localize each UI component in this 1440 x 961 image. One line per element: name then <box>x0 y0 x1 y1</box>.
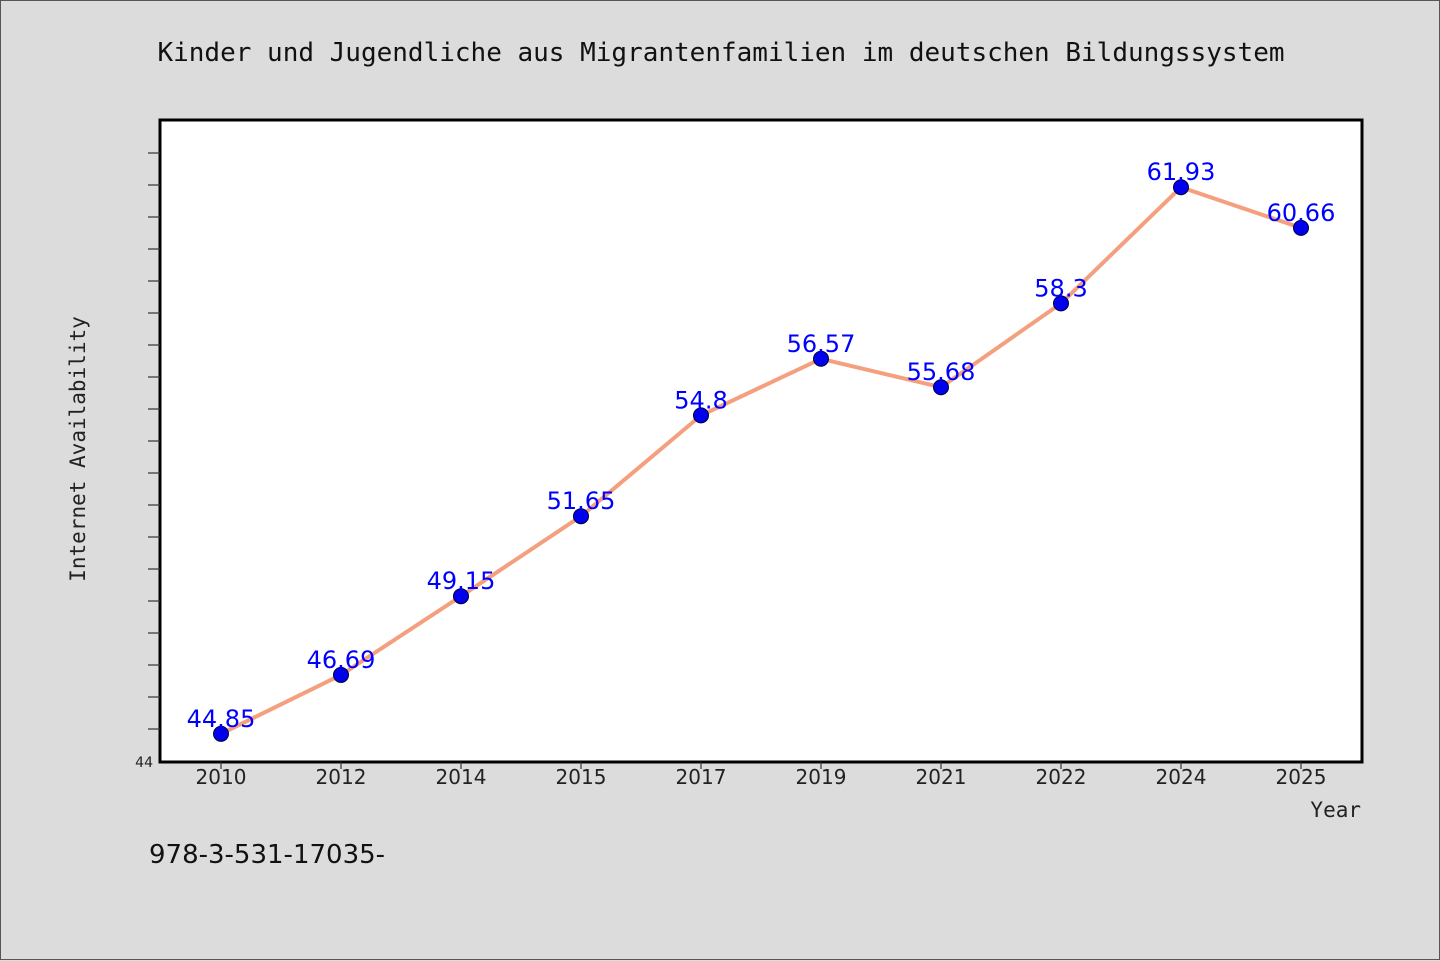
data-label: 60.66 <box>1267 199 1336 227</box>
data-point <box>933 379 949 396</box>
x-tick-label: 2019 <box>796 765 847 789</box>
chart-title: Kinder und Jugendliche aus Migrantenfami… <box>157 38 1284 68</box>
data-label: 55.68 <box>907 358 976 386</box>
data-point <box>693 407 709 424</box>
series-line <box>219 185 1303 736</box>
data-label: 49.15 <box>427 567 496 595</box>
y-tick-label: 44 <box>135 755 153 771</box>
x-tick-label: 2015 <box>556 765 607 789</box>
data-point <box>573 508 589 525</box>
data-point <box>213 725 229 742</box>
data-point <box>813 350 829 367</box>
plot-area <box>158 118 1364 764</box>
series-group: 44.85 46.69 49.15 51.65 54.8 56.57 55.68 58.3 61… <box>187 158 1336 742</box>
data-point <box>333 666 349 683</box>
x-tick-label: 2012 <box>316 765 367 789</box>
data-label: 58.3 <box>1034 274 1087 302</box>
data-point <box>1053 295 1069 312</box>
x-tick-label: 2010 <box>196 765 247 789</box>
data-label: 54.8 <box>674 386 727 414</box>
data-label: 44.85 <box>187 705 256 733</box>
x-tick-label: 2022 <box>1036 765 1087 789</box>
data-label: 61.93 <box>1147 158 1216 186</box>
y-axis-label: Internet Availability <box>66 316 90 582</box>
x-tick-label: 2014 <box>436 765 487 789</box>
x-tick-label: 2017 <box>676 765 727 789</box>
data-point <box>1293 219 1309 236</box>
data-point <box>1173 179 1189 196</box>
data-point <box>453 588 469 605</box>
data-label: 46.69 <box>307 646 376 674</box>
x-axis-ticks: 2010 2012 2014 2015 2017 2019 2021 2022 2024 2025 <box>196 762 1327 789</box>
x-tick-label: 2024 <box>1156 765 1207 789</box>
x-tick-label: 2021 <box>916 765 967 789</box>
data-label: 51.65 <box>547 487 616 515</box>
x-tick-label: 2025 <box>1276 765 1327 789</box>
y-axis-ticks <box>148 152 160 730</box>
footnote: 978-3-531-17035- <box>149 840 385 870</box>
data-label: 56.57 <box>787 330 856 358</box>
x-axis-label: Year <box>1310 798 1361 822</box>
